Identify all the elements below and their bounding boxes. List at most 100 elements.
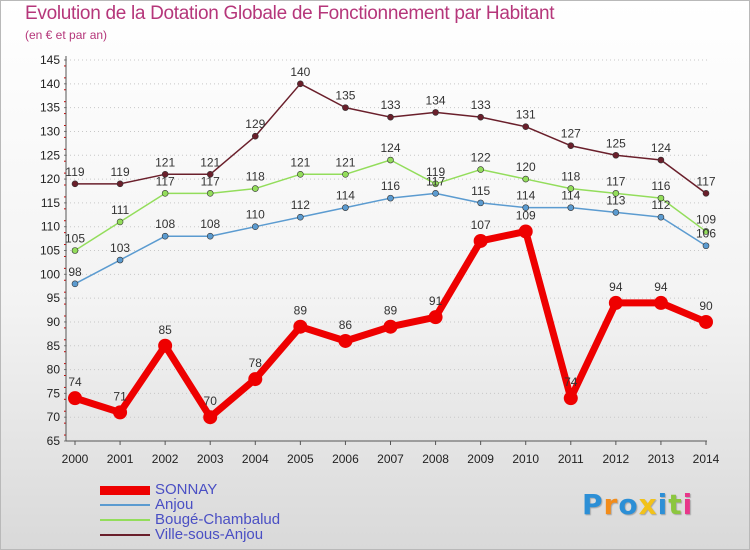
y-tick-label: 90 bbox=[47, 315, 61, 329]
data-label-sonnay: 74 bbox=[68, 375, 82, 389]
logo-letter: P bbox=[582, 488, 604, 521]
point-boug-chambalud bbox=[567, 185, 575, 192]
data-label-sonnay: 89 bbox=[294, 304, 308, 318]
data-label-anjou: 98 bbox=[68, 265, 82, 279]
point-sonnay bbox=[518, 224, 533, 239]
point-ville-sous-anjou bbox=[567, 142, 575, 150]
point-boug-chambalud bbox=[477, 166, 484, 173]
data-label-anjou: 110 bbox=[246, 208, 265, 222]
data-label-boug-chambalud: 119 bbox=[426, 165, 445, 179]
data-label-boug-chambalud: 117 bbox=[606, 174, 625, 188]
x-tick-label: 2000 bbox=[62, 452, 89, 466]
point-ville-sous-anjou bbox=[477, 113, 484, 121]
data-label-ville-sous-anjou: 131 bbox=[516, 108, 536, 122]
point-anjou bbox=[432, 190, 439, 197]
data-label-boug-chambalud: 109 bbox=[696, 212, 716, 226]
legend-swatch-anjou bbox=[100, 504, 150, 506]
y-tick-label: 85 bbox=[47, 339, 61, 353]
point-boug-chambalud bbox=[116, 218, 124, 226]
legend-swatch-sonnay bbox=[100, 486, 150, 495]
x-tick-label: 2012 bbox=[603, 452, 630, 466]
x-tick-label: 2009 bbox=[467, 452, 494, 466]
data-label-ville-sous-anjou: 119 bbox=[111, 165, 130, 179]
y-tick-label: 105 bbox=[40, 244, 60, 258]
point-ville-sous-anjou bbox=[71, 180, 79, 188]
y-tick-label: 100 bbox=[40, 267, 60, 281]
data-label-anjou: 114 bbox=[336, 189, 355, 203]
point-anjou bbox=[657, 213, 665, 221]
data-label-anjou: 112 bbox=[291, 198, 310, 212]
data-label-anjou: 103 bbox=[110, 241, 130, 255]
logo-letter: t bbox=[668, 488, 683, 521]
logo-letter: r bbox=[603, 488, 619, 521]
point-boug-chambalud bbox=[657, 194, 665, 202]
y-tick-label: 135 bbox=[40, 101, 60, 115]
data-label-anjou: 112 bbox=[651, 198, 670, 212]
point-ville-sous-anjou bbox=[206, 171, 214, 178]
data-label-anjou: 113 bbox=[606, 193, 625, 207]
data-label-ville-sous-anjou: 121 bbox=[155, 155, 175, 169]
point-boug-chambalud bbox=[71, 247, 79, 254]
y-tick-label: 95 bbox=[47, 291, 61, 305]
legend-swatch-bouge-chambalud bbox=[100, 519, 150, 521]
data-label-boug-chambalud: 121 bbox=[290, 155, 310, 169]
data-label-sonnay: 78 bbox=[249, 356, 263, 370]
data-label-sonnay: 86 bbox=[339, 318, 353, 332]
y-tick-label: 125 bbox=[40, 148, 60, 162]
data-label-boug-chambalud: 120 bbox=[516, 160, 536, 174]
point-ville-sous-anjou bbox=[342, 104, 349, 111]
data-label-sonnay: 89 bbox=[384, 304, 398, 318]
point-boug-chambalud bbox=[612, 190, 620, 197]
data-label-ville-sous-anjou: 129 bbox=[245, 117, 265, 131]
point-ville-sous-anjou bbox=[116, 180, 124, 188]
data-label-ville-sous-anjou: 117 bbox=[696, 174, 715, 188]
x-tick-label: 2008 bbox=[422, 452, 449, 466]
data-label-anjou: 108 bbox=[155, 217, 175, 231]
data-label-ville-sous-anjou: 133 bbox=[471, 98, 491, 112]
point-anjou bbox=[206, 232, 214, 240]
data-label-ville-sous-anjou: 119 bbox=[65, 165, 84, 179]
data-label-ville-sous-anjou: 121 bbox=[200, 155, 220, 169]
point-anjou bbox=[342, 204, 349, 211]
point-sonnay bbox=[158, 338, 173, 353]
logo-letter: x bbox=[638, 488, 658, 521]
line-chart: 65 70 75 80 85 90 95 100 105 110 115 120 125 130 135 14… bbox=[40, 53, 720, 466]
x-tick-label: 2001 bbox=[107, 452, 134, 466]
point-anjou bbox=[71, 280, 79, 288]
point-sonnay bbox=[428, 310, 443, 325]
point-anjou bbox=[251, 223, 259, 230]
logo-letter: i bbox=[682, 488, 694, 521]
point-boug-chambalud bbox=[522, 175, 530, 183]
legend-label-bouge-chambalud: Bougé-Chambalud bbox=[155, 511, 281, 528]
data-label-sonnay: 85 bbox=[158, 323, 172, 337]
point-anjou bbox=[522, 204, 530, 211]
point-ville-sous-anjou bbox=[387, 113, 394, 121]
point-sonnay bbox=[293, 319, 308, 334]
point-boug-chambalud bbox=[251, 185, 259, 192]
point-anjou bbox=[387, 194, 394, 202]
x-tick-label: 2006 bbox=[332, 452, 359, 466]
y-tick-label: 140 bbox=[40, 77, 60, 91]
data-label-ville-sous-anjou: 135 bbox=[335, 89, 355, 103]
point-ville-sous-anjou bbox=[522, 123, 530, 130]
data-label-ville-sous-anjou: 140 bbox=[290, 65, 310, 79]
data-label-sonnay: 94 bbox=[654, 280, 668, 294]
data-label-boug-chambalud: 118 bbox=[561, 170, 580, 184]
point-anjou bbox=[161, 232, 169, 240]
point-anjou bbox=[567, 204, 575, 211]
chart-title: Evolution de la Dotation Globale de Fonc… bbox=[25, 3, 555, 24]
point-anjou bbox=[297, 213, 304, 221]
x-tick-label: 2002 bbox=[152, 452, 179, 466]
data-label-boug-chambalud: 122 bbox=[471, 151, 491, 165]
data-label-boug-chambalud: 116 bbox=[651, 179, 670, 193]
point-sonnay bbox=[338, 333, 353, 348]
y-tick-label: 130 bbox=[40, 124, 60, 138]
y-tick-label: 70 bbox=[47, 410, 61, 424]
point-anjou bbox=[477, 199, 484, 207]
data-label-sonnay: 70 bbox=[204, 394, 218, 408]
data-label-anjou: 116 bbox=[381, 179, 400, 193]
point-anjou bbox=[612, 209, 620, 216]
point-ville-sous-anjou bbox=[432, 109, 439, 116]
x-tick-label: 2011 bbox=[558, 452, 584, 466]
y-tick-label: 75 bbox=[47, 386, 61, 400]
